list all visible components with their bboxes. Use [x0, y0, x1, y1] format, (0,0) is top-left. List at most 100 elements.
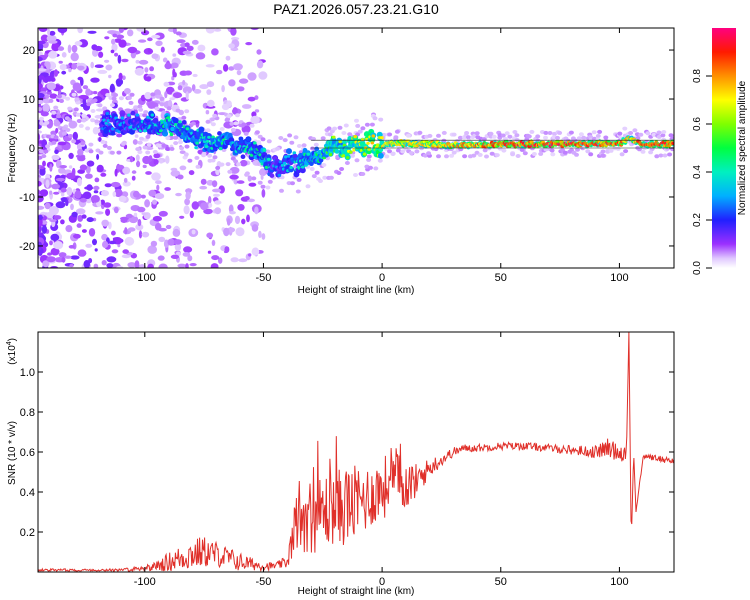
spectrogram-cell — [71, 167, 76, 177]
spectrogram-cell — [98, 150, 104, 155]
spectrogram-cell — [127, 29, 134, 37]
spectrogram-cell — [257, 134, 263, 139]
spectrogram-cell — [233, 63, 243, 71]
spectrogram-cell — [100, 172, 107, 177]
spectrogram-cell — [658, 153, 664, 158]
spectrogram-cell — [117, 54, 122, 64]
spectrogram-cell — [152, 199, 157, 205]
spectrogram-cell — [45, 61, 51, 70]
spectrogram-cell — [118, 96, 124, 101]
spectrogram-cell — [328, 175, 334, 180]
spectrogram-cell — [94, 248, 98, 252]
spectrogram-cell — [230, 127, 236, 132]
spectrogram-cell — [210, 263, 219, 268]
spectrogram-cell — [110, 49, 115, 54]
spectrogram-cell — [247, 72, 257, 81]
spectrogram-cell — [426, 151, 432, 156]
spectrogram-cell — [92, 238, 97, 246]
spectrogram-cell — [172, 28, 177, 34]
spectrogram-cell — [38, 218, 43, 227]
spectrogram-cell — [141, 212, 148, 216]
spectrogram-cell — [422, 153, 428, 158]
spectrogram-cell — [215, 165, 221, 170]
spectrogram-cell — [42, 103, 50, 113]
spectrogram-cell — [135, 147, 141, 152]
spectrogram-cell — [373, 166, 379, 171]
spectrogram-cell — [234, 215, 241, 225]
spectrogram-cell — [94, 114, 103, 119]
spectrogram-cell — [218, 147, 223, 151]
spectrogram-cell — [53, 191, 60, 195]
spectrogram-cell — [215, 168, 220, 176]
spectrogram-cell — [45, 179, 50, 188]
spectrogram-cell — [76, 119, 82, 123]
spectrogram-cell — [158, 227, 167, 232]
spectrogram-cell — [46, 90, 52, 95]
spectrogram-cell — [173, 135, 179, 140]
spectrogram-cell — [228, 66, 235, 71]
spectrogram-cell — [108, 221, 112, 230]
spectrogram-cell — [160, 46, 165, 53]
spectrogram-cell — [38, 241, 42, 249]
spectrogram-cell — [112, 237, 120, 241]
spectrogram-cell — [118, 39, 127, 48]
spectrogram-cell — [207, 153, 213, 158]
spectrogram-cell — [526, 134, 532, 139]
spectrogram-cell — [101, 219, 109, 227]
spectrogram-cell — [136, 160, 141, 168]
spectrogram-cell — [116, 150, 122, 155]
spectrogram-cell — [74, 41, 83, 46]
spectrogram-cell — [144, 67, 149, 73]
spectrogram-cell — [51, 140, 57, 145]
spectrogram-cell — [170, 167, 178, 172]
spectrogram-cell — [126, 95, 132, 100]
spectrogram-cell — [49, 240, 53, 246]
spectrogram-cell — [595, 134, 601, 138]
spectrogram-cell — [49, 30, 56, 36]
spectrogram-cell — [256, 60, 264, 69]
spectrogram-cell — [71, 92, 77, 97]
spectrogram-cell — [293, 135, 299, 140]
spectrogram-cell — [46, 82, 56, 91]
spectrogram-cell — [43, 149, 49, 154]
spectrogram-cell — [185, 191, 191, 200]
spectrogram-cell — [81, 214, 87, 219]
spectrogram-cell — [507, 134, 513, 139]
spectrogram-cell — [253, 141, 257, 145]
spectrogram-cell — [375, 143, 380, 147]
spectrogram-cell — [158, 263, 168, 268]
spectrogram-cell — [59, 165, 67, 169]
spectrogram-cell — [147, 48, 152, 54]
spectrogram-cell — [42, 260, 50, 268]
spectrogram-cell — [436, 133, 441, 138]
spectrogram-cell — [640, 149, 646, 154]
spectrogram-cell — [38, 75, 45, 80]
spectrogram-cell — [130, 110, 136, 116]
spectrogram-cell — [90, 195, 100, 203]
spectrogram-cell — [59, 99, 64, 103]
spectrogram-cell — [408, 151, 414, 156]
spectrogram-cell — [208, 202, 213, 208]
spectrogram-cell — [38, 56, 43, 62]
spectrogram-cell — [377, 158, 383, 163]
spectrogram-cell — [309, 166, 315, 171]
spectrogram-cell — [39, 116, 44, 121]
spectrogram-cell — [169, 146, 175, 151]
spectrogram-cell — [477, 152, 483, 157]
spectrogram-cell — [387, 149, 392, 154]
spectrogram-cell — [394, 129, 400, 134]
spectrogram-cell — [336, 171, 342, 175]
spectrogram-cell — [211, 180, 218, 188]
spectrogram-cell — [93, 263, 99, 268]
spectrogram-cell — [645, 131, 651, 136]
spectrogram-cell — [140, 194, 146, 199]
spectrogram-cell — [57, 141, 67, 146]
spectrogram-cell — [366, 157, 372, 162]
spectrogram-cell — [77, 148, 84, 156]
spectrogram-cell — [449, 153, 455, 158]
spectrogram-cell — [67, 106, 73, 111]
spectrogram-cell — [162, 129, 168, 134]
spectrogram-cell — [97, 69, 108, 74]
spectrogram-cell — [464, 131, 470, 135]
spectrogram-cell — [38, 68, 47, 72]
